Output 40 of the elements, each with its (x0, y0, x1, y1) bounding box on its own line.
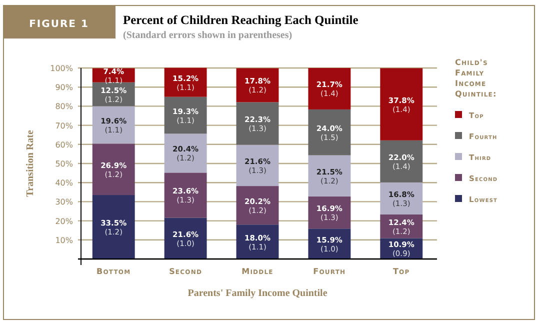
x-tick-label: Middle (242, 267, 274, 276)
y-tick-label: 30% (55, 198, 74, 207)
y-tick-label: 10% (55, 236, 74, 245)
bar (92, 106, 135, 144)
bar (308, 109, 351, 156)
bar (308, 196, 351, 229)
bar (236, 144, 279, 186)
bar (164, 134, 207, 173)
bar (164, 96, 207, 134)
y-tick-label: 20% (55, 216, 74, 226)
y-tick-label: 90% (55, 83, 74, 92)
y-tick-label: 50% (55, 160, 74, 168)
bar (236, 186, 279, 225)
chart-subtitle: (Standard errors shown in parentheses) (123, 30, 292, 41)
caption: FIGURE 1 (29, 19, 89, 30)
bar (308, 68, 351, 110)
x-tick-label: Top (393, 267, 410, 276)
y-tick-label: 80% (55, 102, 74, 112)
bar (308, 155, 351, 196)
y-axis-title: Transition Rate (25, 130, 36, 197)
x-tick-label: Bottom (96, 267, 131, 276)
x-tick-label: Second (169, 267, 202, 276)
y-tick-label: 40% (55, 178, 74, 188)
bar (380, 68, 423, 140)
bar (164, 172, 207, 218)
bar (164, 68, 207, 97)
chart-title: Percent of Children Reaching Each Quintile (123, 13, 359, 27)
bar (380, 182, 423, 214)
y-tick-label: 70% (55, 121, 74, 130)
x-axis-title: Parents' Family Income Quintile (188, 288, 328, 299)
bar (236, 102, 279, 145)
x-tick-label: Fourth (313, 267, 346, 276)
y-tick-label: 100% (50, 64, 74, 73)
bar (92, 195, 135, 259)
legend-title: Child's Family Income Quintile: (455, 58, 497, 98)
y-tick-label: 60% (55, 140, 74, 150)
bar (236, 68, 279, 102)
bar (92, 144, 135, 196)
bar (164, 218, 207, 259)
bar (380, 140, 423, 182)
